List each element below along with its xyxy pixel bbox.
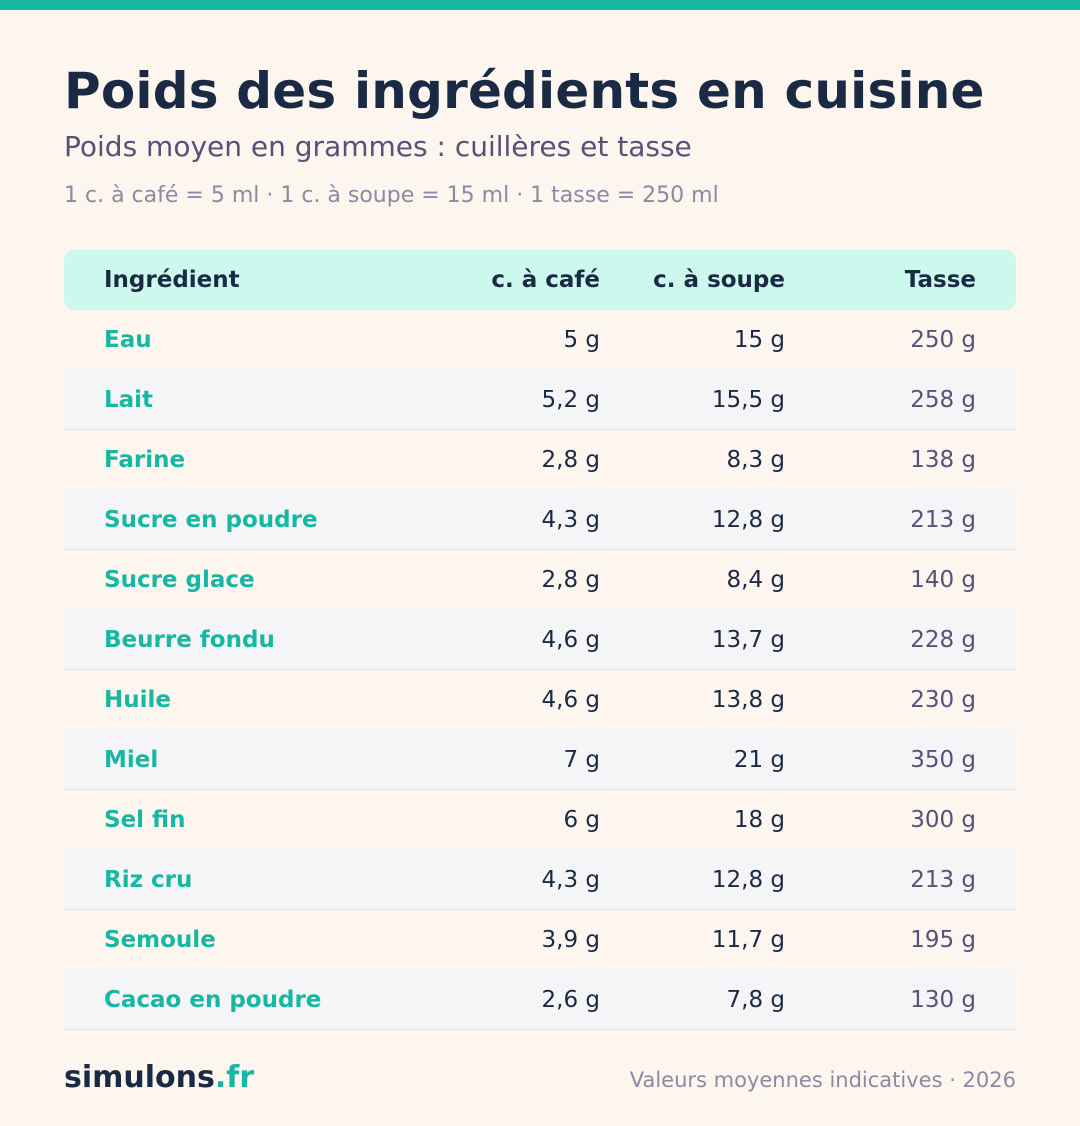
cup-weight: 213 g xyxy=(910,867,976,893)
tablespoon-weight: 7,8 g xyxy=(726,987,786,1013)
tablespoon-weight: 11,7 g xyxy=(711,927,785,953)
cup-weight: 140 g xyxy=(910,567,976,593)
teaspoon-weight: 3,9 g xyxy=(541,927,601,953)
tablespoon-weight: 13,8 g xyxy=(711,687,785,713)
table-row: Sel fin 6 g 18 g 300 g xyxy=(64,790,1016,850)
brand-tld: .fr xyxy=(214,1060,255,1095)
teaspoon-weight: 7 g xyxy=(563,747,600,773)
teaspoon-weight: 2,8 g xyxy=(541,447,601,473)
table-row: Lait 5,2 g 15,5 g 258 g xyxy=(64,370,1016,430)
teaspoon-weight: 4,6 g xyxy=(541,687,601,713)
brand-logo: simulons.fr xyxy=(64,1060,254,1095)
page-subtitle: Poids moyen en grammes : cuillères et ta… xyxy=(64,130,692,163)
table-row: Semoule 3,9 g 11,7 g 195 g xyxy=(64,910,1016,970)
ingredient-name: Lait xyxy=(104,387,154,413)
teaspoon-weight: 4,6 g xyxy=(541,627,601,653)
column-header-ingredient: Ingrédient xyxy=(104,267,240,293)
ingredient-name: Eau xyxy=(104,327,152,353)
ingredient-name: Huile xyxy=(104,687,171,713)
teaspoon-weight: 4,3 g xyxy=(541,867,601,893)
ingredient-name: Riz cru xyxy=(104,867,193,893)
ingredient-name: Miel xyxy=(104,747,159,773)
cup-weight: 250 g xyxy=(910,327,976,353)
tablespoon-weight: 12,8 g xyxy=(711,867,785,893)
cup-weight: 230 g xyxy=(910,687,976,713)
teaspoon-weight: 5 g xyxy=(563,327,600,353)
footer-note: Valeurs moyennes indicatives · 2026 xyxy=(629,1068,1016,1092)
tablespoon-weight: 15,5 g xyxy=(711,387,785,413)
column-header-tablespoon: c. à soupe xyxy=(653,267,785,293)
teaspoon-weight: 2,6 g xyxy=(541,987,601,1013)
column-header-teaspoon: c. à café xyxy=(491,267,600,293)
table-row: Sucre glace 2,8 g 8,4 g 140 g xyxy=(64,550,1016,610)
tablespoon-weight: 21 g xyxy=(733,747,785,773)
table-row: Sucre en poudre 4,3 g 12,8 g 213 g xyxy=(64,490,1016,550)
tablespoon-weight: 12,8 g xyxy=(711,507,785,533)
cup-weight: 300 g xyxy=(910,807,976,833)
cup-weight: 350 g xyxy=(910,747,976,773)
teaspoon-weight: 4,3 g xyxy=(541,507,601,533)
ingredient-name: Semoule xyxy=(104,927,216,953)
ingredient-name: Cacao en poudre xyxy=(104,987,322,1013)
cup-weight: 258 g xyxy=(910,387,976,413)
table-row: Eau 5 g 15 g 250 g xyxy=(64,310,1016,370)
tablespoon-weight: 8,3 g xyxy=(726,447,786,473)
cup-weight: 130 g xyxy=(910,987,976,1013)
weights-table: Ingrédient c. à café c. à soupe Tasse Ea… xyxy=(64,250,1016,1030)
tablespoon-weight: 8,4 g xyxy=(726,567,786,593)
conversion-note: 1 c. à café = 5 ml · 1 c. à soupe = 15 m… xyxy=(64,183,719,208)
ingredient-name: Sel fin xyxy=(104,807,186,833)
tablespoon-weight: 13,7 g xyxy=(711,627,785,653)
table-row: Riz cru 4,3 g 12,8 g 213 g xyxy=(64,850,1016,910)
teaspoon-weight: 6 g xyxy=(563,807,600,833)
table-row: Farine 2,8 g 8,3 g 138 g xyxy=(64,430,1016,490)
table-body: Eau 5 g 15 g 250 g Lait 5,2 g 15,5 g 258 g Farin… xyxy=(64,310,1016,1030)
table-row: Beurre fondu 4,6 g 13,7 g 228 g xyxy=(64,610,1016,670)
cup-weight: 195 g xyxy=(910,927,976,953)
page-title: Poids des ingrédients en cuisine xyxy=(64,62,985,120)
top-accent-bar xyxy=(0,0,1080,10)
column-header-cup: Tasse xyxy=(904,267,976,293)
ingredient-name: Sucre en poudre xyxy=(104,507,318,533)
ingredient-name: Farine xyxy=(104,447,186,473)
table-row: Cacao en poudre 2,6 g 7,8 g 130 g xyxy=(64,970,1016,1030)
table-row: Huile 4,6 g 13,8 g 230 g xyxy=(64,670,1016,730)
table-header: Ingrédient c. à café c. à soupe Tasse xyxy=(64,250,1016,310)
cup-weight: 138 g xyxy=(910,447,976,473)
brand-name: simulons xyxy=(64,1060,215,1095)
table-row: Miel 7 g 21 g 350 g xyxy=(64,730,1016,790)
ingredient-name: Beurre fondu xyxy=(104,627,275,653)
tablespoon-weight: 15 g xyxy=(733,327,785,353)
teaspoon-weight: 5,2 g xyxy=(541,387,601,413)
teaspoon-weight: 2,8 g xyxy=(541,567,601,593)
ingredient-name: Sucre glace xyxy=(104,567,255,593)
cup-weight: 228 g xyxy=(910,627,976,653)
tablespoon-weight: 18 g xyxy=(733,807,785,833)
cup-weight: 213 g xyxy=(910,507,976,533)
